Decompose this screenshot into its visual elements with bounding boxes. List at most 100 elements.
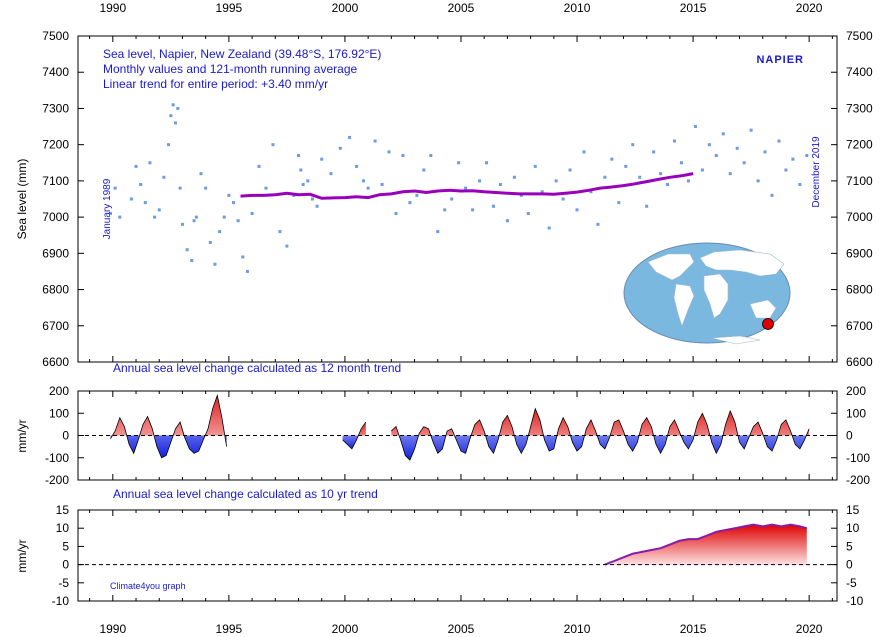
top-x-tick-label: 2005 — [448, 1, 475, 15]
world-map-inset — [623, 242, 791, 345]
data-point — [185, 248, 189, 252]
y-tick-label: 10 — [56, 521, 70, 535]
data-point — [770, 193, 774, 197]
data-point — [264, 186, 268, 190]
data-point — [387, 150, 391, 154]
panel3-frame — [77, 509, 838, 602]
panel3-right-y-labels: 15 10 5 0 -5 -10 — [846, 503, 864, 608]
data-point — [554, 179, 558, 183]
station-label: NAPIER — [756, 54, 804, 66]
data-point — [373, 139, 377, 143]
data-point — [118, 215, 122, 219]
y-tick-label: 5 — [62, 539, 69, 553]
credit-label: Climate4you graph — [110, 581, 186, 591]
data-point — [798, 183, 802, 187]
data-point — [582, 150, 586, 154]
data-point — [401, 154, 405, 158]
data-point — [320, 157, 324, 161]
data-point — [297, 154, 301, 158]
y-tick-label: 15 — [56, 503, 70, 517]
data-point — [301, 183, 305, 187]
data-point — [129, 197, 133, 201]
area-outline — [110, 393, 227, 459]
data-point — [139, 183, 143, 187]
data-point — [422, 168, 426, 172]
data-point — [533, 164, 537, 168]
data-point — [700, 168, 704, 172]
panel3-title: Annual sea level change calculated as 10… — [113, 487, 378, 501]
panel2-right-y-labels: 200 100 0 -100 -200 — [846, 384, 870, 487]
data-point — [714, 154, 718, 158]
data-point — [218, 230, 222, 234]
data-point — [176, 106, 180, 110]
panel1-left-y-labels: 7500 7400 7300 7200 7100 7000 6900 6800 6700 6600 — [42, 29, 69, 369]
y-tick-label: 6900 — [846, 246, 873, 260]
data-point — [380, 183, 384, 187]
data-point — [491, 204, 495, 208]
data-point — [113, 186, 117, 190]
y-tick-label: 7000 — [42, 210, 69, 224]
y-tick-label: 7100 — [42, 174, 69, 188]
panel1-ticks — [78, 35, 837, 363]
positive-area — [110, 395, 227, 436]
y-tick-label: -100 — [846, 451, 870, 465]
bottom-x-tick-label: 2005 — [448, 622, 475, 636]
annual-change-10-year-panel: Annual sea level change calculated as 10… — [15, 487, 864, 608]
y-tick-label: 6700 — [846, 319, 873, 333]
y-tick-label: 7400 — [42, 65, 69, 79]
y-tick-label: 6900 — [42, 246, 69, 260]
bottom-x-axis-labels: 1990 1995 2000 2005 2010 2015 2020 — [99, 622, 822, 636]
y-tick-label: 7100 — [846, 174, 873, 188]
data-point — [478, 179, 482, 183]
data-point — [355, 164, 359, 168]
y-tick-label: 7300 — [42, 101, 69, 115]
panel1-trend-note: Linear trend for entire period: +3.40 mm… — [103, 77, 328, 91]
data-point — [271, 143, 275, 147]
data-point — [227, 193, 231, 197]
negative-area — [342, 435, 366, 449]
sea-level-panel: 7500 7400 7300 7200 7100 7000 6900 6800 6700 6600… — [15, 29, 873, 369]
start-date-label: January 1989 — [102, 178, 113, 239]
data-point — [134, 164, 138, 168]
y-tick-label: 6600 — [846, 355, 873, 369]
y-tick-label: 15 — [846, 503, 860, 517]
panel3-areas — [604, 523, 808, 566]
data-point — [178, 186, 182, 190]
data-point — [329, 172, 333, 176]
data-point — [315, 204, 319, 208]
y-tick-label: 7300 — [846, 101, 873, 115]
data-point — [250, 211, 254, 215]
data-point — [575, 208, 579, 212]
bottom-x-tick-label: 2020 — [796, 622, 823, 636]
running-average-line — [240, 172, 694, 200]
data-point — [631, 143, 635, 147]
data-point — [361, 179, 365, 183]
y-tick-label: 6800 — [42, 283, 69, 297]
annual-change-12-month-panel: Annual sea level change calculated as 12… — [15, 361, 870, 487]
y-tick-label: 6600 — [42, 355, 69, 369]
data-point — [464, 186, 468, 190]
data-point — [157, 208, 161, 212]
y-tick-label: 7000 — [846, 210, 873, 224]
data-point — [278, 230, 282, 234]
data-point — [617, 201, 621, 205]
area-outline — [391, 407, 810, 461]
top-x-tick-label: 1995 — [216, 1, 243, 15]
data-point — [338, 146, 342, 150]
data-point — [638, 175, 642, 179]
data-point — [666, 183, 670, 187]
data-point — [241, 255, 245, 259]
data-point — [443, 208, 447, 212]
data-point — [236, 219, 240, 223]
data-point — [645, 204, 649, 208]
data-point — [735, 146, 739, 150]
data-point — [153, 215, 157, 219]
data-point — [457, 161, 461, 165]
panel3-y-axis-title: mm/yr — [15, 539, 29, 572]
positive-area — [391, 408, 810, 436]
bottom-x-tick-label: 2010 — [564, 622, 591, 636]
y-tick-label: 200 — [49, 384, 69, 398]
y-tick-label: 7200 — [846, 138, 873, 152]
y-tick-label: 6800 — [846, 283, 873, 297]
